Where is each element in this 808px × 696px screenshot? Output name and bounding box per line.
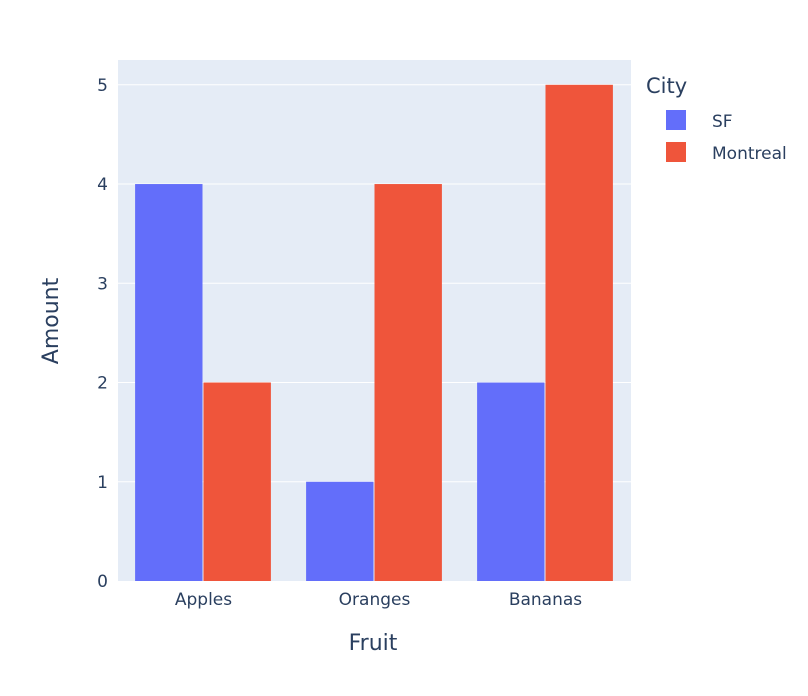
x-axis-title: Fruit <box>349 631 398 656</box>
bar-sf-bananas[interactable] <box>477 382 545 581</box>
bar-montreal-bananas[interactable] <box>545 84 613 582</box>
bar-sf-apples[interactable] <box>135 184 203 582</box>
y-tick-label: 2 <box>97 374 108 394</box>
bar-montreal-apples[interactable] <box>203 382 271 581</box>
x-tick-label: Apples <box>175 590 232 610</box>
y-tick-label: 0 <box>97 572 108 592</box>
bar-montreal-oranges[interactable] <box>374 184 442 582</box>
x-tick-label: Bananas <box>509 590 582 610</box>
y-tick-label: 1 <box>97 473 108 493</box>
y-tick-label: 4 <box>97 175 108 195</box>
legend-title: City <box>646 74 687 98</box>
y-axis-title: Amount <box>39 277 64 364</box>
bar-sf-oranges[interactable] <box>306 481 374 581</box>
y-axis-ticks: 0 1 2 3 4 5 <box>97 76 108 592</box>
x-tick-label: Oranges <box>339 590 411 610</box>
y-tick-label: 5 <box>97 76 108 96</box>
x-axis-ticks: Apples Oranges Bananas <box>175 590 582 610</box>
y-tick-label: 3 <box>97 274 108 294</box>
legend: City SF Montreal <box>646 74 787 164</box>
legend-swatch-sf[interactable] <box>666 110 686 130</box>
legend-label-montreal[interactable]: Montreal <box>712 144 787 164</box>
bars <box>135 84 613 582</box>
legend-label-sf[interactable]: SF <box>712 112 733 132</box>
legend-swatch-montreal[interactable] <box>666 142 686 162</box>
